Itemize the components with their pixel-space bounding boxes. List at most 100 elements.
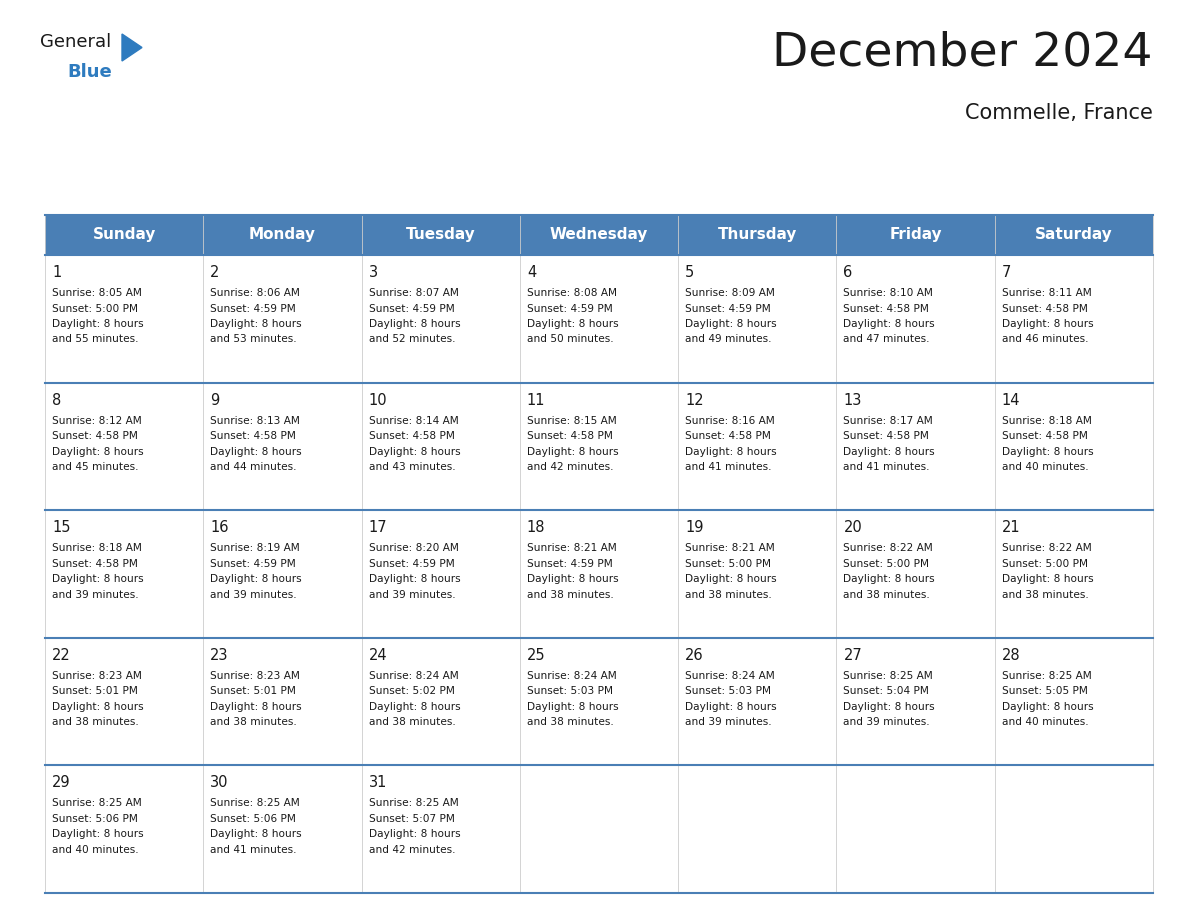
Text: and 50 minutes.: and 50 minutes.	[526, 334, 613, 344]
Text: Sunset: 4:59 PM: Sunset: 4:59 PM	[685, 304, 771, 314]
Text: and 52 minutes.: and 52 minutes.	[368, 334, 455, 344]
Text: Sunrise: 8:23 AM: Sunrise: 8:23 AM	[210, 671, 301, 681]
Bar	[361, 638, 520, 766]
Text: and 38 minutes.: and 38 minutes.	[843, 589, 930, 599]
Text: Sunset: 5:03 PM: Sunset: 5:03 PM	[685, 687, 771, 696]
Text: Wednesday: Wednesday	[550, 228, 649, 242]
Text: Sunrise: 8:12 AM: Sunrise: 8:12 AM	[52, 416, 141, 426]
Bar	[994, 510, 1154, 638]
Text: Sunrise: 8:17 AM: Sunrise: 8:17 AM	[843, 416, 934, 426]
Text: Daylight: 8 hours: Daylight: 8 hours	[1001, 446, 1093, 456]
Text: Sunrise: 8:18 AM: Sunrise: 8:18 AM	[1001, 416, 1092, 426]
Text: Sunrise: 8:25 AM: Sunrise: 8:25 AM	[368, 799, 459, 809]
Bar	[678, 766, 836, 893]
Bar	[361, 766, 520, 893]
Text: 14: 14	[1001, 393, 1020, 408]
Text: and 47 minutes.: and 47 minutes.	[843, 334, 930, 344]
Text: Sunset: 5:00 PM: Sunset: 5:00 PM	[685, 559, 771, 568]
Bar	[678, 255, 836, 383]
Text: and 38 minutes.: and 38 minutes.	[685, 589, 772, 599]
Bar	[45, 383, 203, 510]
Bar	[520, 383, 678, 510]
Text: Sunrise: 8:07 AM: Sunrise: 8:07 AM	[368, 288, 459, 298]
Text: Sunrise: 8:24 AM: Sunrise: 8:24 AM	[368, 671, 459, 681]
Text: Sunset: 4:58 PM: Sunset: 4:58 PM	[843, 431, 929, 442]
Bar	[678, 510, 836, 638]
Text: Sunrise: 8:23 AM: Sunrise: 8:23 AM	[52, 671, 141, 681]
Text: 16: 16	[210, 521, 229, 535]
Text: Sunrise: 8:06 AM: Sunrise: 8:06 AM	[210, 288, 301, 298]
Text: Sunrise: 8:20 AM: Sunrise: 8:20 AM	[368, 543, 459, 554]
Bar	[678, 638, 836, 766]
Bar	[203, 510, 361, 638]
Text: Sunrise: 8:10 AM: Sunrise: 8:10 AM	[843, 288, 934, 298]
Text: 26: 26	[685, 648, 703, 663]
Text: Daylight: 8 hours: Daylight: 8 hours	[843, 701, 935, 711]
Text: 12: 12	[685, 393, 703, 408]
Text: Daylight: 8 hours: Daylight: 8 hours	[52, 319, 144, 329]
Text: Daylight: 8 hours: Daylight: 8 hours	[52, 574, 144, 584]
Text: and 41 minutes.: and 41 minutes.	[685, 462, 772, 472]
Text: and 53 minutes.: and 53 minutes.	[210, 334, 297, 344]
Text: 13: 13	[843, 393, 861, 408]
Text: Daylight: 8 hours: Daylight: 8 hours	[1001, 701, 1093, 711]
Text: Daylight: 8 hours: Daylight: 8 hours	[526, 701, 619, 711]
Text: 5: 5	[685, 265, 695, 280]
Text: Friday: Friday	[890, 228, 942, 242]
Text: Daylight: 8 hours: Daylight: 8 hours	[368, 829, 460, 839]
Text: and 38 minutes.: and 38 minutes.	[1001, 589, 1088, 599]
Text: Sunset: 5:01 PM: Sunset: 5:01 PM	[210, 687, 296, 696]
Bar	[45, 766, 203, 893]
Text: 9: 9	[210, 393, 220, 408]
Text: 6: 6	[843, 265, 853, 280]
Text: Daylight: 8 hours: Daylight: 8 hours	[1001, 319, 1093, 329]
Text: and 38 minutes.: and 38 minutes.	[52, 717, 139, 727]
Text: and 39 minutes.: and 39 minutes.	[368, 589, 455, 599]
Bar	[203, 766, 361, 893]
Text: Sunset: 5:05 PM: Sunset: 5:05 PM	[1001, 687, 1087, 696]
Bar	[203, 638, 361, 766]
Text: Sunrise: 8:14 AM: Sunrise: 8:14 AM	[368, 416, 459, 426]
Text: Tuesday: Tuesday	[406, 228, 475, 242]
Text: and 43 minutes.: and 43 minutes.	[368, 462, 455, 472]
Text: Daylight: 8 hours: Daylight: 8 hours	[526, 446, 619, 456]
Text: Sunrise: 8:15 AM: Sunrise: 8:15 AM	[526, 416, 617, 426]
Bar	[836, 638, 994, 766]
Text: Sunset: 4:59 PM: Sunset: 4:59 PM	[368, 304, 454, 314]
Text: and 49 minutes.: and 49 minutes.	[685, 334, 772, 344]
Bar	[520, 510, 678, 638]
Text: Daylight: 8 hours: Daylight: 8 hours	[685, 446, 777, 456]
Text: Sunset: 4:59 PM: Sunset: 4:59 PM	[526, 304, 613, 314]
Text: Sunset: 4:59 PM: Sunset: 4:59 PM	[210, 304, 296, 314]
Text: Sunset: 5:03 PM: Sunset: 5:03 PM	[526, 687, 613, 696]
Text: Sunset: 5:00 PM: Sunset: 5:00 PM	[52, 304, 138, 314]
Text: Sunset: 4:58 PM: Sunset: 4:58 PM	[843, 304, 929, 314]
Text: and 39 minutes.: and 39 minutes.	[210, 589, 297, 599]
Text: Sunrise: 8:05 AM: Sunrise: 8:05 AM	[52, 288, 141, 298]
Bar	[520, 255, 678, 383]
Bar	[836, 510, 994, 638]
Bar	[994, 638, 1154, 766]
Text: Daylight: 8 hours: Daylight: 8 hours	[210, 574, 302, 584]
Bar	[520, 766, 678, 893]
Text: Daylight: 8 hours: Daylight: 8 hours	[368, 319, 460, 329]
Text: Sunrise: 8:13 AM: Sunrise: 8:13 AM	[210, 416, 301, 426]
Text: and 45 minutes.: and 45 minutes.	[52, 462, 139, 472]
Text: Daylight: 8 hours: Daylight: 8 hours	[210, 701, 302, 711]
Text: and 55 minutes.: and 55 minutes.	[52, 334, 139, 344]
Text: 18: 18	[526, 521, 545, 535]
Text: Daylight: 8 hours: Daylight: 8 hours	[210, 319, 302, 329]
Bar	[203, 383, 361, 510]
Text: 19: 19	[685, 521, 703, 535]
Bar	[361, 255, 520, 383]
Text: 1: 1	[52, 265, 62, 280]
Text: 8: 8	[52, 393, 62, 408]
Text: Sunset: 5:06 PM: Sunset: 5:06 PM	[210, 814, 296, 823]
Text: Sunset: 4:58 PM: Sunset: 4:58 PM	[526, 431, 613, 442]
Text: General: General	[40, 33, 112, 51]
Text: Sunrise: 8:09 AM: Sunrise: 8:09 AM	[685, 288, 775, 298]
Text: Daylight: 8 hours: Daylight: 8 hours	[685, 701, 777, 711]
Text: Daylight: 8 hours: Daylight: 8 hours	[210, 446, 302, 456]
Text: Sunset: 4:59 PM: Sunset: 4:59 PM	[368, 559, 454, 568]
Text: and 42 minutes.: and 42 minutes.	[368, 845, 455, 855]
